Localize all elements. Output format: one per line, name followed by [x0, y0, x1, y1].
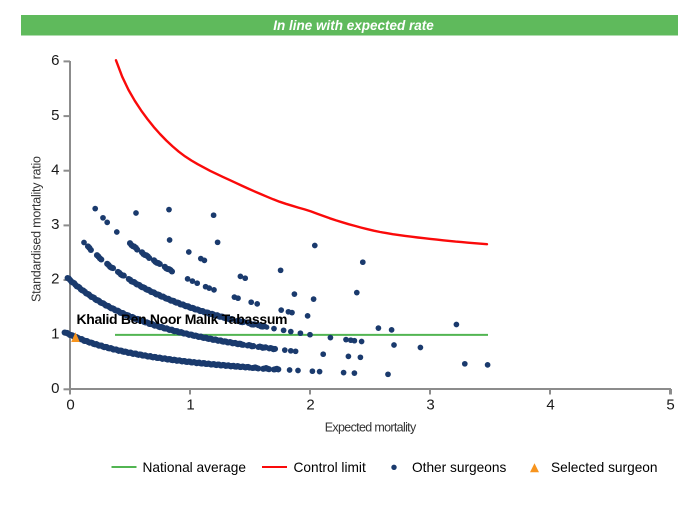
svg-text:6: 6 — [51, 52, 59, 69]
svg-text:2: 2 — [51, 271, 59, 288]
svg-text:3: 3 — [51, 216, 59, 233]
svg-text:5: 5 — [666, 397, 674, 414]
svg-text:5: 5 — [51, 107, 59, 124]
svg-text:1: 1 — [186, 397, 194, 414]
svg-text:National average: National average — [143, 460, 247, 475]
svg-text:Khalid Ben Noor Malik Tabassum: Khalid Ben Noor Malik Tabassum — [77, 311, 288, 327]
svg-text:4: 4 — [51, 161, 59, 178]
svg-text:0: 0 — [66, 397, 74, 414]
svg-text:1: 1 — [51, 325, 59, 342]
svg-text:2: 2 — [306, 397, 314, 414]
svg-text:Expected mortality: Expected mortality — [325, 421, 417, 435]
svg-text:Other surgeons: Other surgeons — [412, 460, 506, 475]
svg-text:In line with expected rate: In line with expected rate — [273, 18, 434, 33]
svg-text:Selected surgeon: Selected surgeon — [551, 460, 658, 475]
svg-text:Standardised mortality ratio: Standardised mortality ratio — [30, 156, 44, 302]
svg-text:4: 4 — [546, 397, 554, 414]
svg-text:0: 0 — [51, 380, 59, 397]
svg-text:Control limit: Control limit — [294, 460, 366, 475]
svg-text:3: 3 — [426, 397, 434, 414]
